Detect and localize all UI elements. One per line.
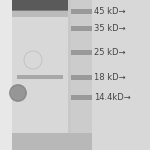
Text: 35 kD→: 35 kD→ <box>94 24 126 33</box>
Text: 18 kD→: 18 kD→ <box>94 73 126 82</box>
Text: 14.4kD→: 14.4kD→ <box>94 93 131 102</box>
Bar <box>12 10 68 17</box>
Text: 25 kD→: 25 kD→ <box>94 48 126 57</box>
Text: 45 kD→: 45 kD→ <box>94 7 126 16</box>
Bar <box>16 75 63 79</box>
Bar <box>0 0 15 150</box>
Bar <box>12 133 92 150</box>
Bar <box>70 50 92 55</box>
Bar <box>70 26 92 31</box>
Bar <box>70 0 92 150</box>
Bar <box>92 0 150 150</box>
Bar <box>12 0 68 150</box>
Bar <box>70 95 92 100</box>
Bar <box>12 0 68 11</box>
Bar <box>70 9 92 14</box>
Circle shape <box>10 85 26 101</box>
Bar <box>70 75 92 80</box>
